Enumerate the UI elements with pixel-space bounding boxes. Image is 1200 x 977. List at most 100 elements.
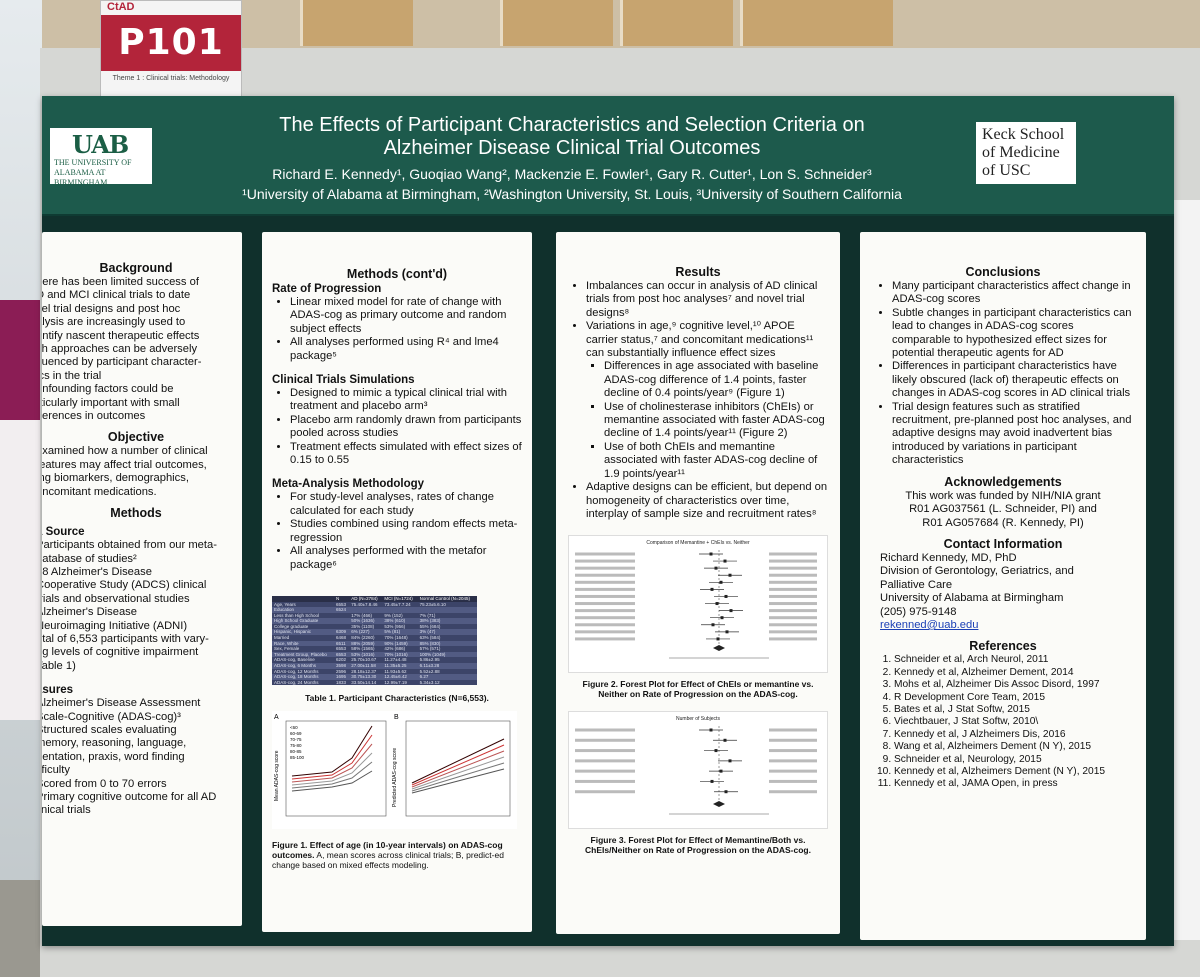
keck-logo: Keck School of Medicine of USC [976,122,1076,184]
table-cell: 11.27±4.48 [382,657,418,664]
figure1-predicted-line [411,768,505,794]
poster-title-line1: The Effects of Participant Characteristi… [279,114,865,136]
simulations-list: Designed to mimic a typical clinical tri… [272,387,522,467]
table-cell: College graduate [272,623,334,630]
meta-analysis-item: For study-level analyses, rates of chang… [290,491,522,518]
objective-line: features may affect trial outcomes, [42,458,207,471]
table-cell: 38% (383) [417,618,477,624]
background-line: fluenced by participant character- [42,356,202,369]
poster: UAB THE UNIVERSITY OF ALABAMA AT BIRMING… [42,96,1174,946]
neighbor-poster-right [1170,200,1200,940]
poster-header: UAB THE UNIVERSITY OF ALABAMA AT BIRMING… [42,96,1174,216]
objective-text: examined how a number of clinical feature… [42,445,236,499]
table-cell: 12.99±7.19 [382,679,418,686]
wall-panel [500,0,613,46]
measures-line: Scale-Cognitive (ADAS-cog)³ [42,710,181,723]
background-line: onfounding factors could be [42,383,174,396]
table-cell: 75.23±5.6.10 [417,601,477,608]
reference-item: Schneider et al, Arch Neurol, 2011 [894,654,1132,666]
figure1-predicted-line [411,738,505,784]
figure1-panel-a-label: A [274,714,279,721]
table-cell: Age, Years [272,601,334,608]
meta-analysis-list: For study-level analyses, rates of chang… [272,491,522,571]
rate-item: All analyses performed using R⁴ and lme4… [290,336,522,363]
figure1-caption-text: A, mean scores across clinical trials; B… [272,849,504,870]
forest-row [575,780,817,784]
background-line: D and MCI clinical trials to date [42,289,191,302]
table-cell: 11.35±5.25 [382,663,418,669]
table-cell: 12.45±6.42 [382,674,418,680]
table-cell [333,623,350,630]
rate-list: Linear mixed model for rate of change wi… [272,296,522,363]
reference-item: Kennedy et al, Alzheimer Dement, 2014 [894,667,1132,679]
wall-panel [300,0,413,46]
references-heading: References [969,639,1037,654]
reference-item: Kennedy et al, J Alzheimers Dis, 2016 [894,729,1132,741]
data-source-heading: a Source [42,526,85,539]
data-source-line: Table 1) [42,659,76,672]
data-source-line: ng levels of cognitive impairment [42,646,199,659]
table-header-cell: AD (N=2784) [349,595,383,602]
meta-analysis-heading: Meta-Analysis Methodology [272,478,425,491]
table-cell: 3598 [333,663,350,669]
contact-heading: Contact Information [943,536,1063,551]
conclusion-item: Many participant characteristics affect … [892,280,1132,307]
conclusion-item: Differences in participant characteristi… [892,360,1132,400]
table-cell: 6% (227) [349,629,383,636]
figure2-title: Comparison of Memantine + ChEIs vs. Neit… [646,540,750,547]
uab-logo-line1: THE UNIVERSITY OF [54,158,132,167]
data-source-line: Neuroimaging Initiative (ADNI) [42,619,188,632]
table-cell: High School Graduate [272,618,334,624]
contact-email-link[interactable]: rekenned@uab.edu [880,618,979,631]
data-source-line: Alzheimer's Disease [42,606,137,619]
table-cell: 6524 [333,607,350,613]
table-cell: 90% (1459) [382,640,418,647]
results-item: Imbalances can occur in analysis of AD c… [586,280,828,320]
table-row: ADAS-cog, 6 Months 3598 27.00±11.58 11.35±5… [272,663,477,669]
data-source-line: otal of 6,553 participants with vary- [42,632,209,645]
forest-row [575,630,817,634]
poster-number: P101 [101,15,241,71]
table-cell: 1695 [333,674,350,680]
table-cell: 100% (1049) [417,651,477,658]
results-item: Adaptive designs can be efficient, but d… [586,481,828,521]
table-cell: 7% (71) [417,612,477,619]
table-row: High School Graduate 50% (1636) 38% (610) 3… [272,618,477,624]
forest-row [575,759,817,763]
background-line: fferences in outcomes [42,410,146,423]
table-cell: 63% (584) [417,635,477,641]
table-cell: 17% (466) [349,612,383,619]
table-cell: 27.00±11.58 [349,663,383,669]
uab-logo-mark: UAB [72,130,129,159]
forest-row [575,602,817,606]
table-cell: Education [272,607,334,613]
table-cell: 11.93±5.62 [382,668,418,675]
participant-table: N AD (N=2784) MCI (N=1724) Normal Control (… [272,595,477,686]
table-cell: 55% (684) [417,623,477,630]
poster-title-line2: Alzheimer Disease Clinical Trial Outcome… [383,137,761,159]
conclusions-heading: Conclusions [965,265,1041,279]
reference-item: Kennedy et al, JAMA Open, in press [894,778,1132,790]
references-list: Schneider et al, Arch Neurol, 2011Kenned… [874,654,1132,790]
background-text: here has been limited success of D and MC… [42,276,236,423]
table-row: ADAS-cog, 12 Months 2596 28.18±12.37 11.93±… [272,668,477,675]
table-cell: 58% (1565) [349,646,383,652]
forest-row [575,739,817,743]
forest-row [575,609,817,613]
meta-analysis-item: Studies combined using random effects me… [290,518,522,545]
figure1-axes-b [405,721,511,817]
forest-row [575,552,817,556]
figure1-series-line [291,753,373,786]
background-line: ics in the trial [42,369,102,382]
simulation-item: Placebo arm randomly drawn from particip… [290,414,522,441]
table-cell [349,607,383,613]
acknowledgements-heading: Acknowledgements [944,474,1062,489]
table-cell: 42% (686) [382,646,418,652]
figure1-series-line [291,726,373,777]
table-cell [333,612,350,619]
data-source-line: trials and observational studies [42,592,190,605]
forest-row [575,616,817,620]
forest-row [575,574,817,578]
uab-logo-line2: ALABAMA AT BIRMINGHAM [54,168,108,187]
measures-line: rientation, praxis, word finding [42,750,185,763]
